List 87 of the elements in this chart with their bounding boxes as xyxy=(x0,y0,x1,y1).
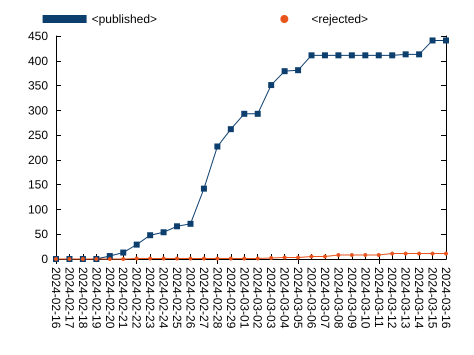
x-tick-label: 2024-03-16 xyxy=(439,267,453,329)
y-tick-label: 450 xyxy=(28,29,48,43)
y-tick-label: 150 xyxy=(28,178,48,192)
point xyxy=(121,257,126,261)
point xyxy=(242,256,246,261)
point xyxy=(444,252,448,256)
point xyxy=(228,256,233,261)
point xyxy=(108,257,112,261)
point xyxy=(404,252,408,256)
x-tick-label: 2024-03-11 xyxy=(372,267,386,328)
point xyxy=(175,256,180,261)
y-tick-label: 250 xyxy=(28,128,48,142)
point xyxy=(295,67,302,74)
point xyxy=(430,37,436,44)
point xyxy=(390,252,394,256)
x-tick-label: 2024-03-08 xyxy=(331,267,346,329)
point xyxy=(174,223,180,230)
legend-label: <published> xyxy=(92,12,220,26)
x-tick-label: 2024-03-04 xyxy=(278,267,292,329)
x-tick-label: 2024-03-06 xyxy=(304,267,319,329)
x-tick-label: 2024-03-07 xyxy=(318,267,332,329)
x-tick-label: 2024-02-19 xyxy=(89,267,104,329)
x-tick-label: 2024-02-29 xyxy=(224,267,238,329)
point xyxy=(322,254,327,259)
x-tick-label: 2024-03-12 xyxy=(385,267,400,329)
point xyxy=(254,110,261,117)
point xyxy=(202,256,206,261)
x-tick-label: 2024-02-23 xyxy=(143,267,158,329)
point xyxy=(214,144,220,150)
point xyxy=(443,37,449,44)
point xyxy=(417,252,422,256)
y-tick-label: 100 xyxy=(28,202,48,216)
x-tick-label: 2024-03-02 xyxy=(250,267,265,329)
point xyxy=(376,52,382,58)
legend-label: <rejected> xyxy=(311,12,432,26)
point xyxy=(241,110,248,117)
y-tick-label: 400 xyxy=(28,54,48,68)
point xyxy=(416,51,422,58)
x-tick-label: 2024-02-18 xyxy=(76,267,90,329)
x-tick-label: 2024-02-17 xyxy=(62,267,76,329)
point xyxy=(282,68,288,74)
point xyxy=(120,250,126,256)
point xyxy=(160,229,167,236)
y-tick-label: 200 xyxy=(28,152,48,167)
x-tick-label: 2024-02-16 xyxy=(49,267,63,329)
x-tick-label: 2024-03-01 xyxy=(237,267,252,329)
x-tick-label: 2024-03-09 xyxy=(344,267,359,329)
point xyxy=(228,126,234,132)
x-tick-label: 2024-03-14 xyxy=(412,267,426,329)
y-tick-label: 0 xyxy=(41,252,48,266)
point xyxy=(348,52,355,58)
point xyxy=(322,52,328,58)
x-tick-label: 2024-03-15 xyxy=(426,267,440,329)
point xyxy=(362,52,368,58)
point xyxy=(389,52,396,58)
point xyxy=(268,82,274,88)
x-tick-label: 2024-02-26 xyxy=(183,267,198,329)
x-tick-label: 2024-03-05 xyxy=(291,267,306,329)
x-tick-label: 2024-03-13 xyxy=(398,267,413,329)
x-tick-label: 2024-02-27 xyxy=(196,267,211,329)
x-tick-label: 2024-02-28 xyxy=(210,267,224,329)
point xyxy=(215,256,220,261)
point xyxy=(200,186,207,192)
y-tick-label: 50 xyxy=(34,227,48,242)
point xyxy=(308,52,315,58)
x-tick-label: 2024-03-10 xyxy=(358,267,372,329)
point xyxy=(350,253,354,258)
point xyxy=(402,51,409,58)
x-tick-label: 2024-02-22 xyxy=(130,267,144,329)
x-tick-label: 2024-03-03 xyxy=(264,267,278,329)
x-tick-label: 2024-02-24 xyxy=(156,267,171,329)
point xyxy=(187,220,194,227)
point xyxy=(188,256,192,261)
point xyxy=(430,252,435,256)
point xyxy=(162,256,166,261)
point xyxy=(134,256,139,261)
point xyxy=(269,256,274,260)
y-tick-label: 350 xyxy=(28,78,48,93)
point xyxy=(148,256,152,261)
point xyxy=(256,256,260,261)
point xyxy=(335,52,342,58)
x-tick-label: 2024-02-20 xyxy=(102,267,117,329)
point xyxy=(147,232,154,238)
point xyxy=(134,242,140,248)
y-tick-label: 300 xyxy=(28,103,48,118)
x-tick-label: 2024-02-25 xyxy=(170,267,184,329)
x-tick-label: 2024-02-21 xyxy=(116,267,130,329)
